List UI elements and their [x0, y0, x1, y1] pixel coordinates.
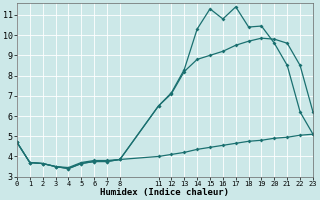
X-axis label: Humidex (Indice chaleur): Humidex (Indice chaleur): [100, 188, 229, 197]
